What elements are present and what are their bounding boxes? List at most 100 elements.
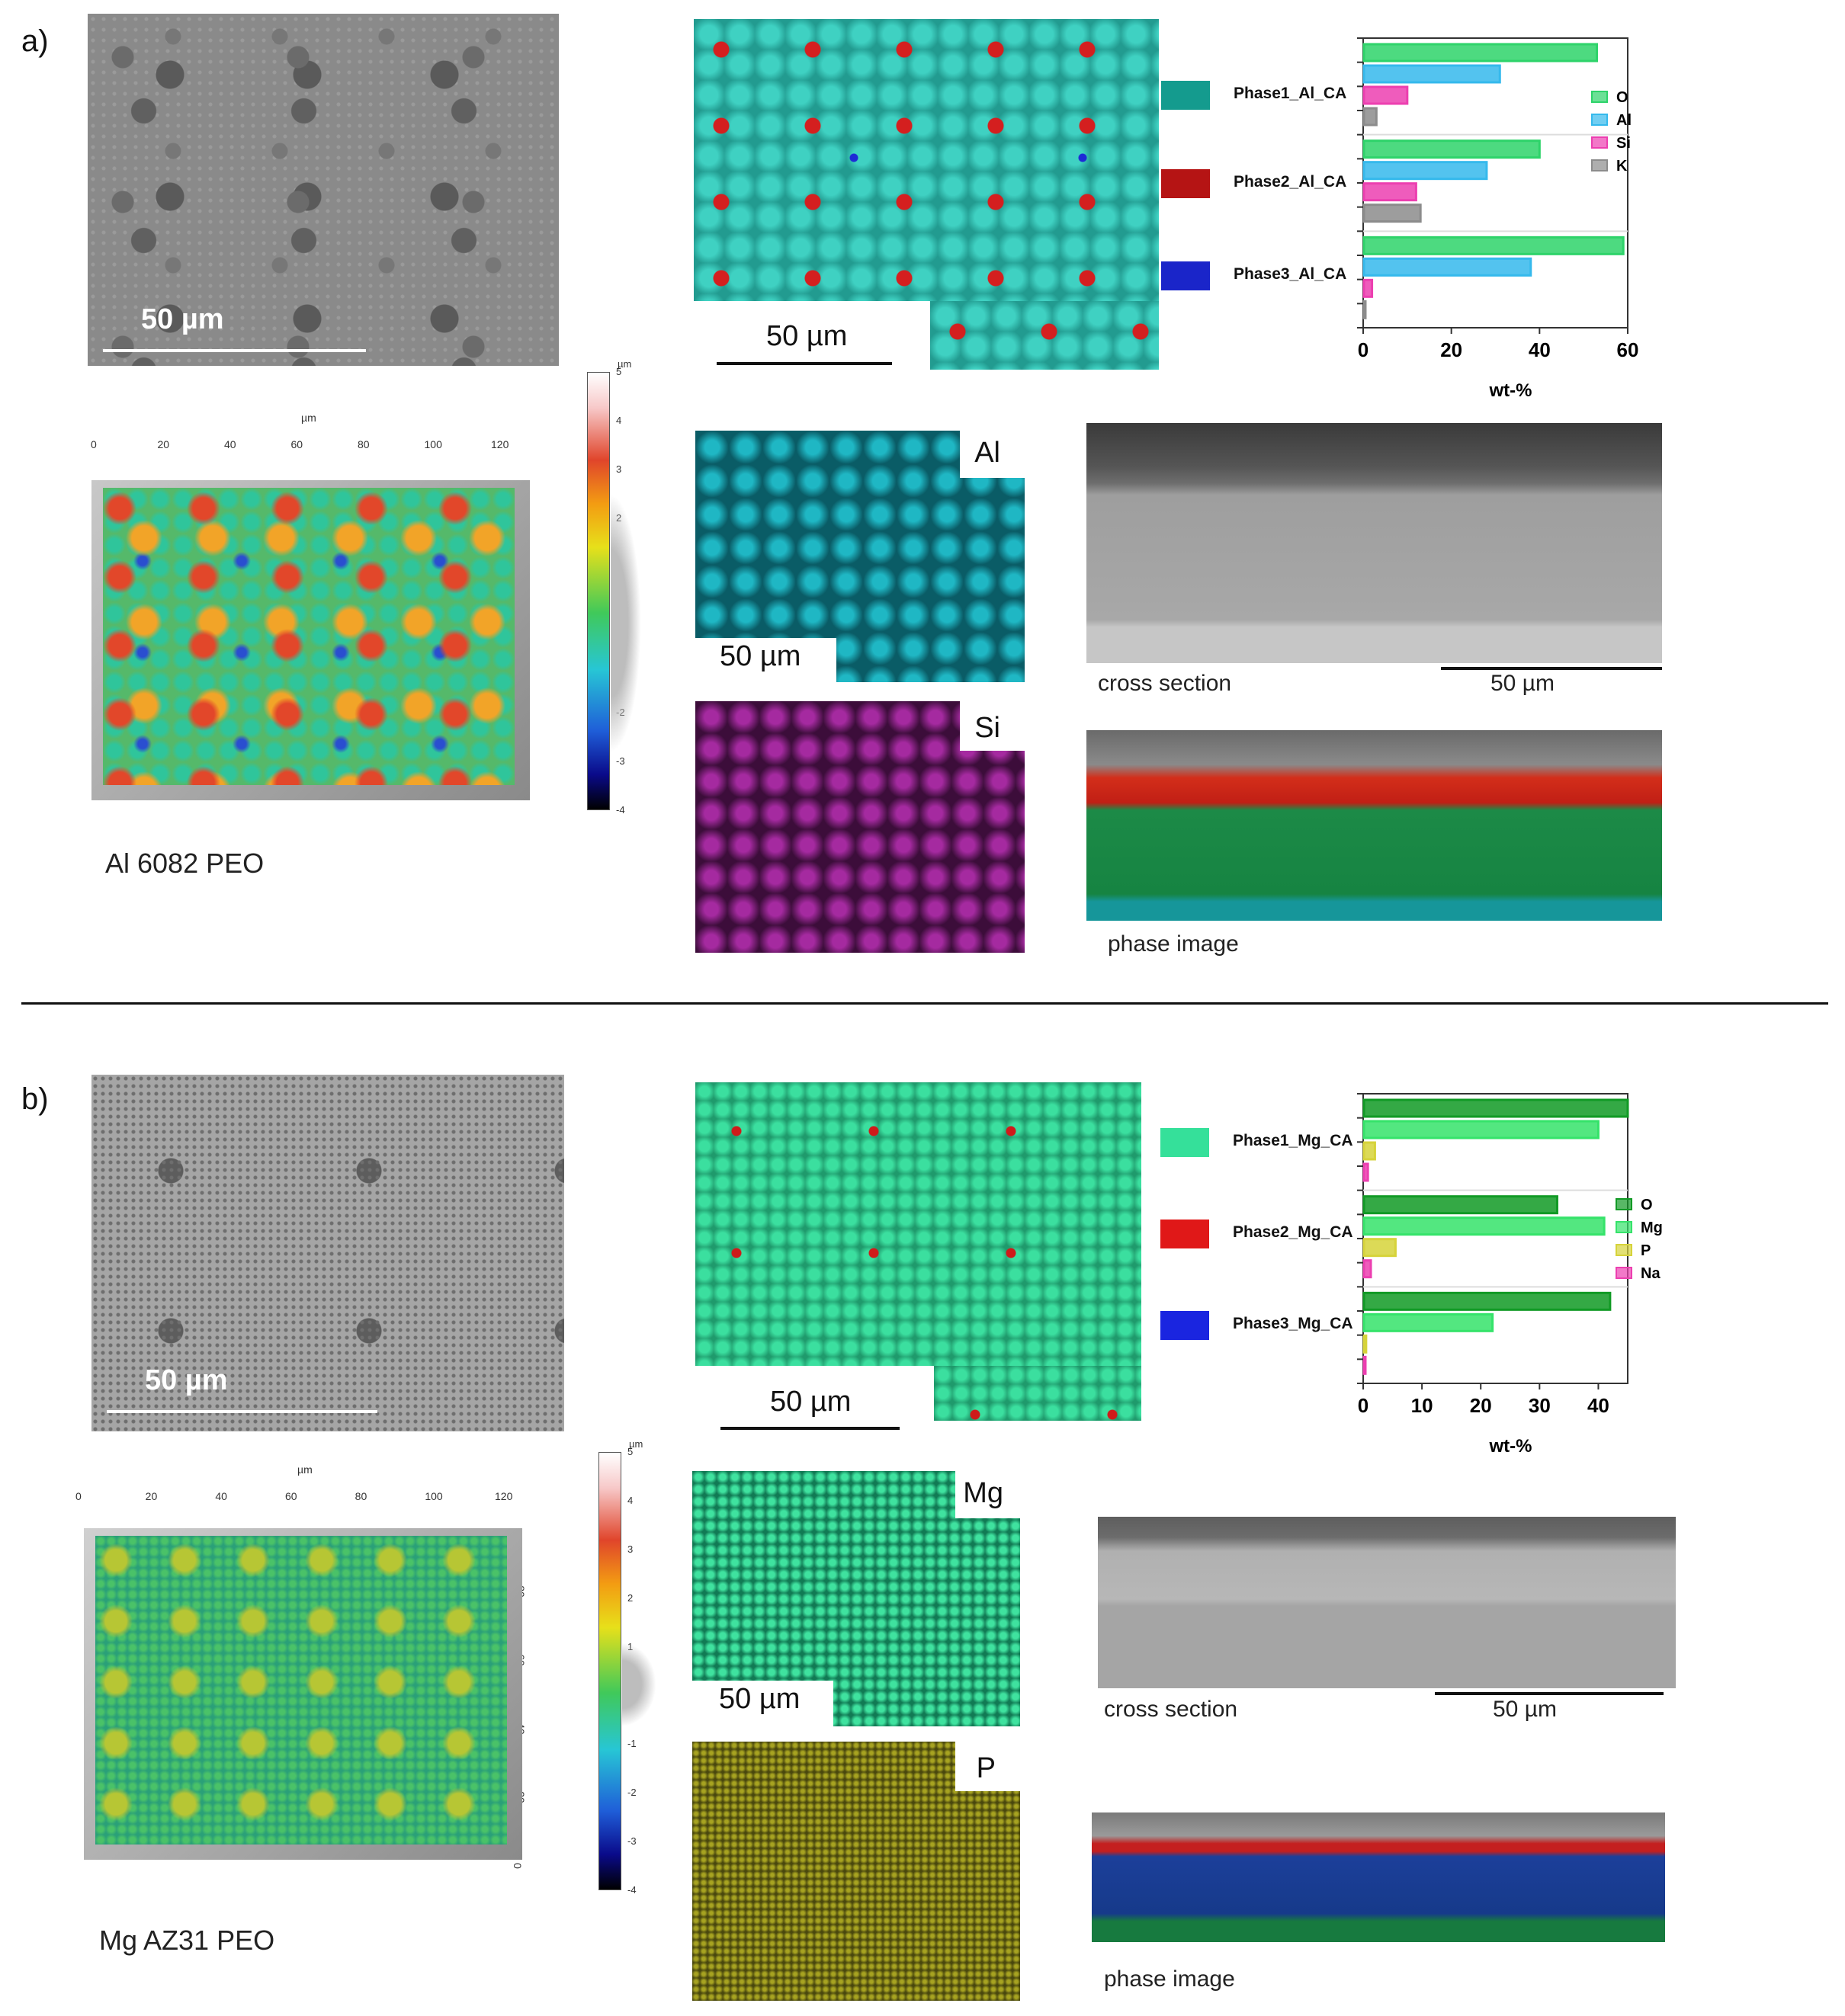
legend-label: Si [1616, 135, 1631, 152]
legend-swatch [1616, 1267, 1632, 1279]
phase-swatch [1161, 169, 1210, 198]
topo-x-tick-label: 0 [75, 1490, 82, 1502]
panel-b-cross-section-scale-bar [1435, 1692, 1664, 1695]
chart-frame [1362, 1093, 1628, 1384]
legend-swatch [1591, 136, 1608, 149]
colorbar-tick-label: 2 [627, 1591, 634, 1604]
bar-p-1 [1362, 1141, 1376, 1161]
panel-a-phase-image [1086, 730, 1662, 921]
panel-b-mg-scale-box [692, 1681, 833, 1726]
colorbar-tick-label: 5 [616, 366, 622, 377]
bar-na-3 [1362, 1355, 1367, 1375]
panel-a-sem-scale-label: 50 µm [141, 303, 224, 335]
colorbar-tick-label: -2 [627, 1787, 637, 1799]
bar-o-1 [1362, 43, 1599, 62]
topo-x-tick-label: 120 [495, 1490, 513, 1502]
panel-b-sem-scale-bar [107, 1410, 377, 1413]
panel-a-phase-map [694, 19, 1159, 301]
bar-k-3 [1362, 300, 1367, 319]
phase-swatch [1160, 1311, 1209, 1340]
panel-a-topography: µm 0 20 40 60 80 100 120 [84, 412, 530, 800]
panel-a-sample-name: Al 6082 PEO [105, 848, 265, 879]
panel-b-phase-image-caption: phase image [1104, 1966, 1235, 1992]
bar-o-3 [1362, 1291, 1612, 1311]
panel-a-cross-section-scale-bar [1441, 667, 1662, 670]
panel-a-topo-surface [103, 488, 515, 785]
colorbar-tick-label: 5 [627, 1446, 634, 1457]
panel-a-al-label-box [960, 431, 1025, 478]
legend-swatch [1591, 91, 1608, 103]
x-tick-label: 0 [1358, 338, 1369, 361]
legend-label: O [1616, 89, 1628, 106]
phase-name: Phase3_Mg_CA [1233, 1315, 1353, 1332]
bar-al-2 [1362, 161, 1488, 181]
bar-si-2 [1362, 182, 1417, 202]
legend-swatch [1591, 114, 1608, 126]
panel-b-cross-section [1098, 1517, 1676, 1688]
colorbar-tick-label: 3 [616, 463, 622, 475]
panel-a-phase-scale-label: 50 µm [766, 320, 848, 352]
panel-a-si-label: Si [974, 712, 1000, 744]
bar-na-2 [1362, 1259, 1372, 1279]
panel-b-height-histogram [622, 1643, 656, 1726]
colorbar-tick-label: 3 [627, 1543, 634, 1555]
panel-a-height-histogram [611, 494, 641, 753]
panel-a-label: a) [21, 24, 49, 58]
panel-b-mg-label-box [955, 1471, 1020, 1518]
bar-o-2 [1362, 1195, 1558, 1215]
topo-x-tick-label: 100 [424, 438, 442, 450]
bar-si-1 [1362, 85, 1409, 105]
topo-x-tick-label: 60 [285, 1490, 297, 1502]
legend-swatch [1591, 159, 1608, 171]
topo-y-tick-label: 0 [511, 1863, 524, 1869]
bar-si-3 [1362, 278, 1374, 298]
panel-a-phase-scale-bar [717, 362, 892, 365]
bar-k-2 [1362, 204, 1422, 223]
panel-b-phase-map [695, 1082, 1141, 1366]
panel-a-al-scale-box [695, 638, 836, 682]
phase-name: Phase2_Mg_CA [1233, 1223, 1353, 1241]
x-tick-label: 40 [1529, 338, 1551, 361]
phase-swatch [1160, 1128, 1209, 1157]
panel-b-topo-unit: µm [297, 1463, 313, 1476]
x-tick-label: 0 [1358, 1394, 1369, 1417]
phase-name: Phase1_Mg_CA [1233, 1132, 1353, 1149]
panel-a-cross-section-caption: cross section [1098, 671, 1232, 696]
panel-b-phase-image [1092, 1812, 1665, 1942]
bar-o-1 [1362, 1098, 1629, 1118]
panel-a-sem-scale-bar [103, 349, 366, 352]
panel-b-colorbar-unit: µm [629, 1438, 643, 1450]
bar-o-2 [1362, 139, 1541, 159]
x-tick-label: 60 [1617, 338, 1639, 361]
bar-al-1 [1362, 64, 1501, 84]
legend-label: K [1616, 158, 1628, 175]
panel-a-composition-chart: 0 20 40 60 wt-% O Al Si K [1357, 37, 1639, 401]
phase-swatch [1161, 261, 1210, 290]
bar-p-3 [1362, 1334, 1368, 1354]
topo-x-tick-label: 0 [91, 438, 97, 450]
panel-b-mg-scale-label: 50 µm [719, 1683, 801, 1715]
panel-b-sem-scale-label: 50 µm [145, 1364, 228, 1396]
panel-b-composition-chart: 0 10 20 30 40 wt-% O Mg P Na [1357, 1093, 1662, 1457]
panel-a-colorbar: µm 543210-1-2-3-4 [587, 358, 663, 816]
bar-mg-2 [1362, 1216, 1606, 1236]
panel-b-colorbar: µm 543210-1-2-3-4 [598, 1438, 675, 1896]
topo-x-tick-label: 80 [358, 438, 370, 450]
panel-b-label: b) [21, 1082, 49, 1116]
colorbar-tick-label: 4 [627, 1494, 634, 1506]
panel-b-cross-section-caption: cross section [1104, 1697, 1238, 1722]
topo-x-tick-label: 60 [290, 438, 303, 450]
panel-b-cross-section-scale: 50 µm [1493, 1697, 1557, 1722]
colorbar-tick-label: -1 [627, 1738, 637, 1750]
panel-a-al-map: Al 50 µm [695, 431, 1025, 682]
topo-x-tick-label: 120 [491, 438, 509, 450]
legend-swatch [1616, 1244, 1632, 1256]
colorbar-tick-label: -4 [627, 1884, 637, 1896]
topo-x-tick-label: 20 [157, 438, 170, 450]
bar-al-3 [1362, 257, 1532, 277]
colorbar-tick-label: -3 [627, 1835, 637, 1848]
phase-name: Phase3_Al_CA [1234, 265, 1347, 283]
panel-a-colorbar-gradient [587, 372, 610, 810]
panel-a-si-label-box [960, 701, 1025, 751]
colorbar-tick-label: -4 [616, 804, 625, 816]
